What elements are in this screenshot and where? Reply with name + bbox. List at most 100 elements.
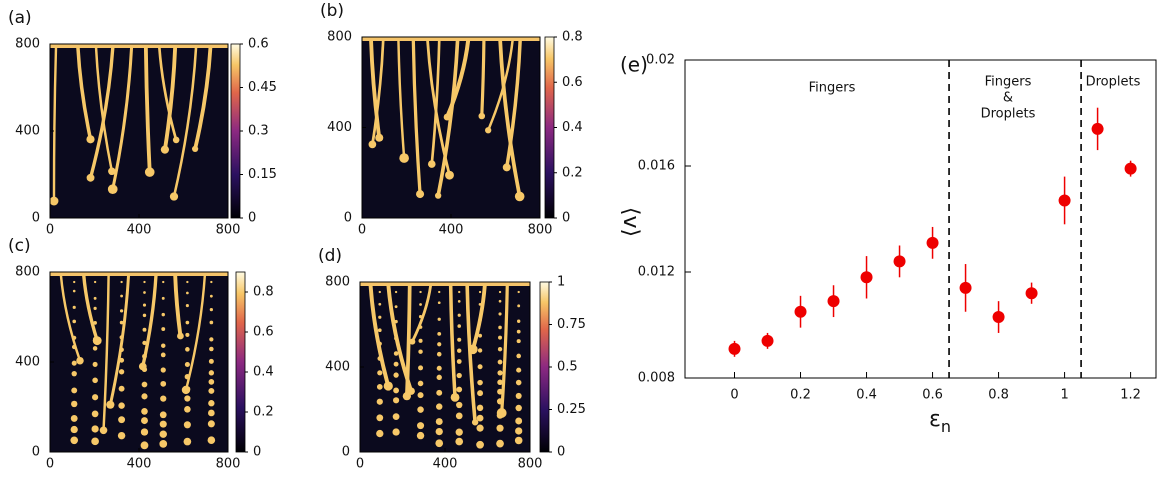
colorbar-tick-label: 0 xyxy=(557,445,565,460)
droplet xyxy=(498,325,502,330)
colorbar-tick-label: 0.2 xyxy=(562,165,583,180)
droplet xyxy=(417,406,424,413)
droplet xyxy=(437,317,441,321)
finger xyxy=(498,39,522,197)
droplet xyxy=(515,417,523,425)
x-tick-label: 400 xyxy=(433,457,458,472)
finger xyxy=(157,46,178,141)
data-point xyxy=(893,255,906,268)
finger-tip xyxy=(514,191,525,202)
droplet xyxy=(498,299,502,303)
droplet xyxy=(160,352,166,358)
finger-tip xyxy=(468,344,478,355)
droplet xyxy=(186,280,189,284)
droplet xyxy=(71,360,77,366)
colorbar-tick-label: 0.5 xyxy=(557,360,578,375)
droplet xyxy=(71,344,77,350)
droplet xyxy=(143,280,146,284)
colorbar-tick-label: 0.45 xyxy=(248,80,277,95)
finger xyxy=(173,274,183,337)
droplet xyxy=(207,420,215,428)
data-point xyxy=(1124,162,1137,175)
droplet xyxy=(437,342,442,347)
droplet xyxy=(208,387,215,394)
y-tick-label: 0 xyxy=(32,211,40,226)
droplet xyxy=(393,387,400,394)
data-point xyxy=(1025,287,1038,300)
finger xyxy=(193,46,213,150)
finger-tip xyxy=(49,196,59,206)
droplet xyxy=(378,290,381,294)
colorbar-tick-label: 0.6 xyxy=(562,75,583,90)
droplet xyxy=(142,313,147,318)
droplet xyxy=(457,337,462,342)
droplet xyxy=(159,420,167,428)
droplet xyxy=(376,384,383,390)
y-tick-label: 400 xyxy=(15,355,40,370)
droplet xyxy=(141,408,148,415)
finger-tip xyxy=(144,167,155,177)
droplet xyxy=(183,437,192,446)
droplet xyxy=(516,339,521,344)
droplet xyxy=(435,427,443,436)
droplet xyxy=(160,380,167,387)
droplet xyxy=(119,320,124,325)
pattern xyxy=(59,274,216,450)
droplet xyxy=(208,379,215,385)
region-label: Fingers xyxy=(985,75,1032,90)
finger-tip xyxy=(86,135,95,144)
finger xyxy=(505,39,522,168)
droplet xyxy=(142,327,147,332)
finger xyxy=(430,39,441,165)
droplet xyxy=(417,392,424,399)
droplet xyxy=(515,379,522,386)
data-point xyxy=(794,305,807,318)
finger-tip xyxy=(478,112,486,120)
x-tick-label: 800 xyxy=(216,457,241,472)
x-tick-label: 800 xyxy=(528,223,553,238)
y-tick-label: 400 xyxy=(327,120,352,135)
finger xyxy=(369,39,382,138)
data-point xyxy=(728,342,741,355)
droplet xyxy=(92,394,99,401)
droplet xyxy=(436,374,442,381)
colorbar-tick-label: 1 xyxy=(557,275,565,290)
colorbar-tick-label: 0 xyxy=(562,211,570,226)
droplet xyxy=(392,428,400,436)
x-axis-label-symbol: ε xyxy=(929,407,941,432)
droplet xyxy=(120,280,123,284)
panel-label: (a) xyxy=(8,8,32,28)
droplet xyxy=(394,290,398,294)
droplet xyxy=(186,291,189,295)
finger-tip xyxy=(99,426,108,435)
finger xyxy=(143,46,152,173)
droplet xyxy=(477,379,483,386)
finger-tip xyxy=(138,362,147,371)
colorbar-tick-label: 0.4 xyxy=(253,365,274,380)
finger-tip xyxy=(76,356,84,365)
droplet xyxy=(435,439,444,448)
data-point xyxy=(860,271,873,284)
droplet xyxy=(141,417,148,425)
droplet xyxy=(497,379,503,386)
finger-tip xyxy=(427,160,436,168)
y-tick-label: 800 xyxy=(15,265,40,280)
x-tick-label: 400 xyxy=(127,457,152,472)
finger xyxy=(108,274,131,406)
droplet xyxy=(418,365,424,371)
panel-label: (d) xyxy=(318,246,342,266)
x-tick-label: 0 xyxy=(730,388,738,403)
finger xyxy=(371,39,385,145)
colorbar-tick-label: 0.3 xyxy=(248,124,269,139)
droplet xyxy=(514,436,523,445)
finger-tip xyxy=(192,145,199,153)
colorbar-tick-label: 0.8 xyxy=(253,285,274,300)
finger-tip xyxy=(502,163,511,172)
droplet xyxy=(516,329,521,334)
droplet xyxy=(71,387,78,394)
droplet xyxy=(91,425,99,433)
region-label: Fingers xyxy=(809,81,856,96)
droplet xyxy=(497,347,503,352)
y-tick-label: 800 xyxy=(327,30,352,45)
droplet xyxy=(184,361,190,368)
